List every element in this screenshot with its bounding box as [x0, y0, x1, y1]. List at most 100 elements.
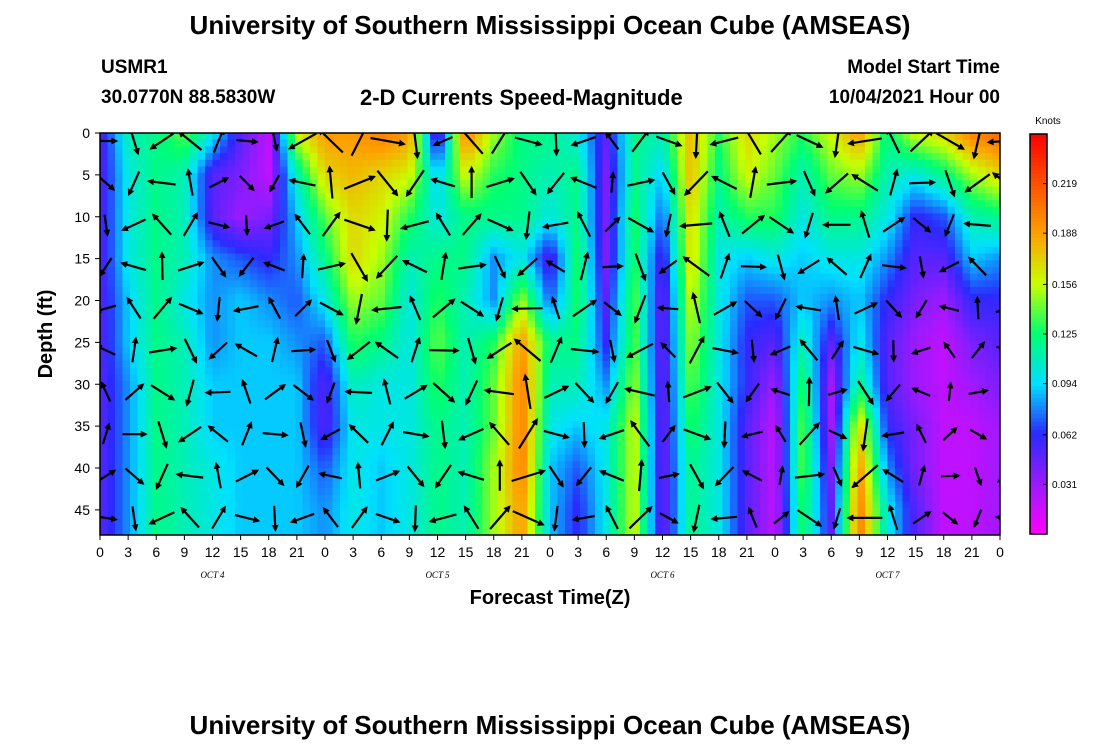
heatmap-cell — [625, 374, 634, 382]
heatmap-cell — [415, 186, 424, 194]
heatmap-cell — [272, 481, 281, 489]
heatmap-cell — [205, 200, 214, 208]
heatmap-cell — [475, 481, 484, 489]
heatmap-cell — [100, 240, 109, 248]
heatmap-cell — [482, 267, 491, 275]
heatmap-cell — [445, 461, 454, 469]
heatmap-cell — [542, 481, 551, 489]
heatmap-cell — [355, 488, 364, 496]
heatmap-cell — [325, 454, 334, 462]
heatmap-cell — [362, 193, 371, 201]
heatmap-cell — [265, 501, 274, 509]
heatmap-cell — [677, 508, 686, 516]
heatmap-cell — [557, 461, 566, 469]
heatmap-cell — [107, 441, 116, 449]
heatmap-cell — [542, 327, 551, 335]
heatmap-cell — [287, 307, 296, 315]
heatmap-cell — [310, 347, 319, 355]
heatmap-cell — [122, 253, 131, 261]
heatmap-cell — [407, 374, 416, 382]
heatmap-cell — [550, 481, 559, 489]
heatmap-cell — [535, 287, 544, 295]
heatmap-cell — [647, 427, 656, 436]
heatmap-cell — [325, 153, 334, 161]
heatmap-cell — [152, 501, 161, 509]
heatmap-cell — [535, 367, 544, 375]
heatmap-cell — [535, 307, 544, 315]
heatmap-cell — [572, 421, 581, 429]
heatmap-cell — [662, 401, 671, 409]
heatmap-cell — [632, 514, 641, 523]
heatmap-cell — [512, 226, 521, 235]
heatmap-cell — [205, 514, 214, 523]
heatmap-cell — [542, 374, 551, 382]
heatmap-cell — [677, 461, 686, 469]
heatmap-cell — [235, 146, 244, 154]
heatmap-cell — [527, 521, 536, 529]
heatmap-cell — [542, 468, 551, 476]
heatmap-cell — [182, 267, 191, 275]
heatmap-cell — [497, 488, 506, 496]
heatmap-cell — [685, 133, 694, 141]
heatmap-cell — [122, 468, 131, 476]
heatmap-cell — [572, 334, 581, 342]
heatmap-cell — [527, 354, 536, 362]
heatmap-cell — [602, 240, 611, 248]
heatmap-cell — [460, 226, 469, 235]
heatmap-cell — [257, 514, 266, 523]
heatmap-cell — [587, 367, 596, 375]
heatmap-cell — [347, 374, 356, 382]
heatmap-cell — [167, 434, 176, 442]
heatmap-cell — [325, 233, 334, 241]
heatmap-cell — [190, 494, 199, 503]
heatmap-cell — [235, 233, 244, 241]
heatmap-cell — [325, 374, 334, 382]
heatmap-cell — [610, 146, 619, 154]
heatmap-cell — [685, 233, 694, 241]
heatmap-cell — [280, 468, 289, 476]
heatmap-cell — [407, 300, 416, 308]
heatmap-cell — [347, 307, 356, 315]
heatmap-cell — [602, 387, 611, 395]
heatmap-cell — [332, 334, 341, 342]
heatmap-cell — [137, 508, 146, 516]
heatmap-cell — [197, 179, 206, 188]
heatmap-cell — [692, 427, 701, 436]
heatmap-cell — [242, 293, 251, 302]
heatmap-cell — [557, 441, 566, 449]
heatmap-cell — [167, 287, 176, 295]
heatmap-cell — [205, 153, 214, 161]
heatmap-cell — [272, 260, 281, 268]
heatmap-cell — [347, 447, 356, 456]
heatmap-cell — [325, 226, 334, 235]
heatmap-cell — [632, 193, 641, 201]
heatmap-cell — [692, 401, 701, 409]
heatmap-cell — [122, 454, 131, 462]
heatmap-cell — [407, 521, 416, 529]
heatmap-cell — [617, 461, 626, 469]
heatmap-cell — [325, 407, 334, 415]
heatmap-cell — [662, 374, 671, 382]
heatmap-cell — [662, 494, 671, 503]
heatmap-cell — [137, 233, 146, 241]
heatmap-cell — [287, 488, 296, 496]
heatmap-cell — [167, 139, 176, 147]
heatmap-cell — [302, 246, 311, 255]
heatmap-cell — [370, 240, 379, 248]
heatmap-cell — [445, 387, 454, 395]
heatmap-cell — [550, 260, 559, 268]
heatmap-cell — [610, 240, 619, 248]
heatmap-cell — [625, 441, 634, 449]
heatmap-cell — [302, 334, 311, 342]
heatmap-cell — [602, 193, 611, 201]
heatmap-cell — [618, 535, 626, 542]
heatmap-cell — [370, 334, 379, 342]
heatmap-cell — [137, 220, 146, 228]
heatmap-cell — [505, 454, 514, 462]
heatmap-cell — [122, 334, 131, 342]
heatmap-cell — [415, 213, 424, 221]
heatmap-cell — [182, 200, 191, 208]
heatmap-cell — [167, 340, 176, 348]
heatmap-cell — [122, 340, 131, 348]
heatmap-cell — [227, 394, 236, 402]
